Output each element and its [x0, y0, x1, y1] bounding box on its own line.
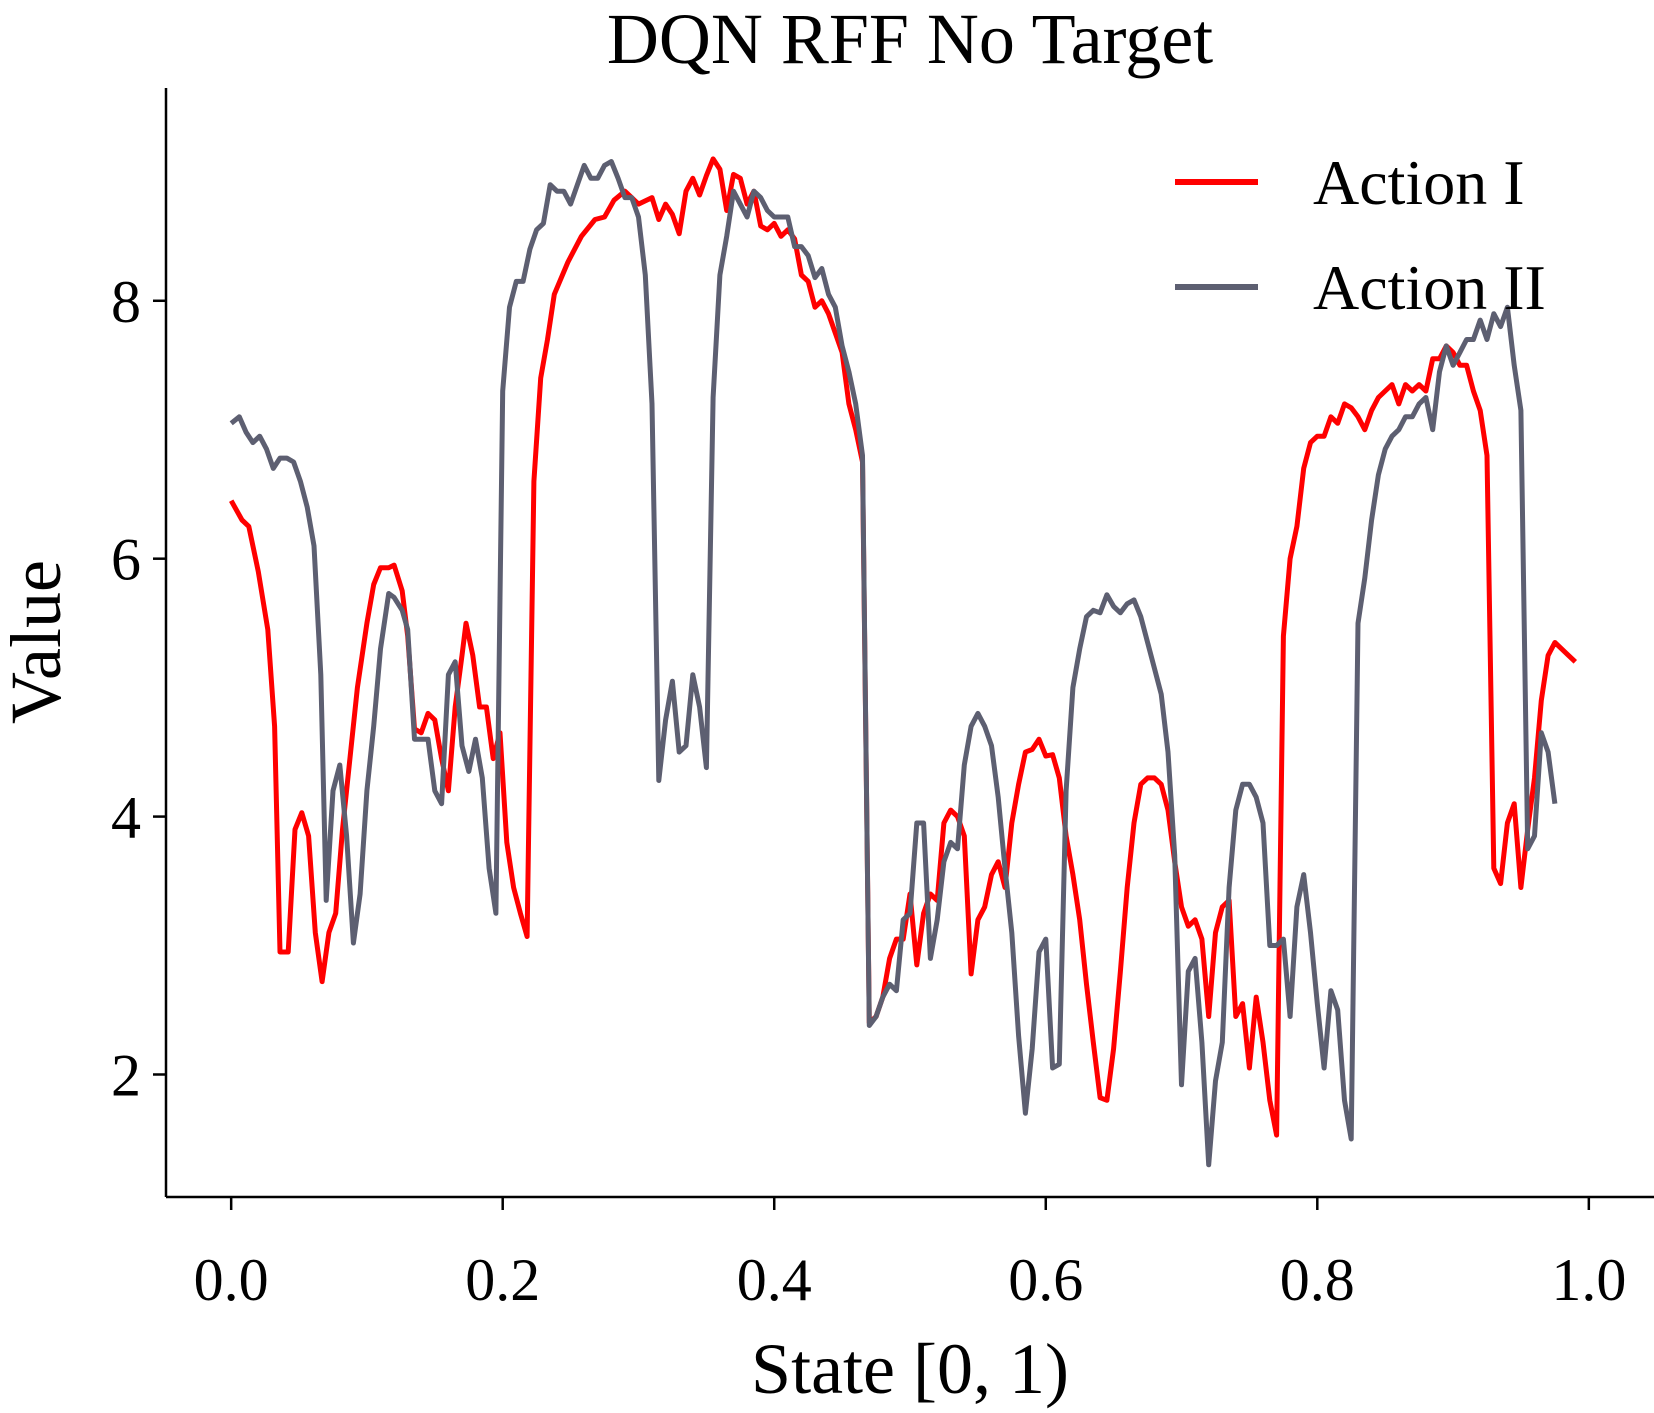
x-tick-label: 0.2 — [465, 1247, 540, 1313]
x-tick-label: 0.8 — [1280, 1247, 1355, 1313]
x-tick-label: 1.0 — [1551, 1247, 1626, 1313]
y-tick-label: 2 — [111, 1042, 141, 1108]
legend: Action I Action II — [1175, 147, 1546, 323]
x-axis-label: State [0, 1) — [751, 1329, 1069, 1409]
y-tick-label: 4 — [111, 785, 141, 851]
y-axis-label: Value — [0, 560, 76, 724]
legend-label-2: Action II — [1313, 252, 1546, 323]
y-ticks: 2 4 6 8 — [111, 269, 166, 1108]
x-ticks: 0.0 0.2 0.4 0.6 0.8 1.0 — [194, 1197, 1626, 1313]
x-tick-label: 0.4 — [737, 1247, 812, 1313]
plot-lines — [229, 156, 1578, 1168]
y-tick-label: 6 — [111, 527, 141, 593]
legend-label-1: Action I — [1313, 147, 1525, 218]
series-line-1 — [229, 156, 1578, 1138]
x-tick-label: 0.0 — [194, 1247, 269, 1313]
y-tick-label: 8 — [111, 269, 141, 335]
series-line-2 — [229, 159, 1558, 1168]
chart-title: DQN RFF No Target — [607, 0, 1213, 79]
x-tick-label: 0.6 — [1008, 1247, 1083, 1313]
